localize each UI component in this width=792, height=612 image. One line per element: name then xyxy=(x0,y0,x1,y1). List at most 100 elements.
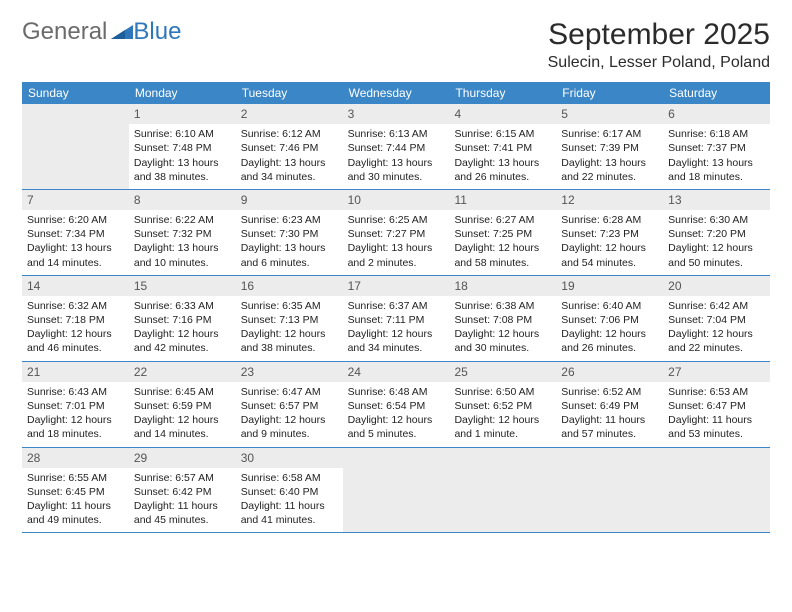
day-number: 26 xyxy=(556,362,663,382)
daylight-line: Daylight: 12 hours and 42 minutes. xyxy=(134,327,231,355)
day-number: 14 xyxy=(22,276,129,296)
day-number: 8 xyxy=(129,190,236,210)
sunset-line: Sunset: 7:48 PM xyxy=(134,141,231,155)
empty-day-cell xyxy=(556,448,663,533)
empty-day-number xyxy=(556,448,663,468)
sunrise-line: Sunrise: 6:13 AM xyxy=(348,127,445,141)
sunrise-line: Sunrise: 6:35 AM xyxy=(241,299,338,313)
daylight-line: Daylight: 11 hours and 57 minutes. xyxy=(561,413,658,441)
weekday-header-cell: Tuesday xyxy=(236,82,343,104)
day-number: 5 xyxy=(556,104,663,124)
day-number: 22 xyxy=(129,362,236,382)
sunset-line: Sunset: 7:30 PM xyxy=(241,227,338,241)
logo-word-general: General xyxy=(22,18,107,46)
daylight-line: Daylight: 13 hours and 10 minutes. xyxy=(134,241,231,269)
week-row: 28Sunrise: 6:55 AMSunset: 6:45 PMDayligh… xyxy=(22,448,770,534)
week-row: 14Sunrise: 6:32 AMSunset: 7:18 PMDayligh… xyxy=(22,276,770,362)
day-cell: 10Sunrise: 6:25 AMSunset: 7:27 PMDayligh… xyxy=(343,190,450,275)
day-number: 1 xyxy=(129,104,236,124)
sunrise-line: Sunrise: 6:48 AM xyxy=(348,385,445,399)
day-cell: 17Sunrise: 6:37 AMSunset: 7:11 PMDayligh… xyxy=(343,276,450,361)
sunrise-line: Sunrise: 6:55 AM xyxy=(27,471,124,485)
daylight-line: Daylight: 13 hours and 34 minutes. xyxy=(241,156,338,184)
daylight-line: Daylight: 12 hours and 54 minutes. xyxy=(561,241,658,269)
sunrise-line: Sunrise: 6:52 AM xyxy=(561,385,658,399)
day-number: 10 xyxy=(343,190,450,210)
day-cell: 14Sunrise: 6:32 AMSunset: 7:18 PMDayligh… xyxy=(22,276,129,361)
sunrise-line: Sunrise: 6:25 AM xyxy=(348,213,445,227)
sunrise-line: Sunrise: 6:17 AM xyxy=(561,127,658,141)
day-cell: 20Sunrise: 6:42 AMSunset: 7:04 PMDayligh… xyxy=(663,276,770,361)
day-cell: 25Sunrise: 6:50 AMSunset: 6:52 PMDayligh… xyxy=(449,362,556,447)
day-number: 16 xyxy=(236,276,343,296)
sunset-line: Sunset: 7:41 PM xyxy=(454,141,551,155)
empty-day-number xyxy=(22,104,129,124)
sunrise-line: Sunrise: 6:28 AM xyxy=(561,213,658,227)
weekday-header-row: SundayMondayTuesdayWednesdayThursdayFrid… xyxy=(22,82,770,104)
logo: General Blue xyxy=(22,18,181,46)
weekday-header-cell: Saturday xyxy=(663,82,770,104)
sunrise-line: Sunrise: 6:12 AM xyxy=(241,127,338,141)
sunset-line: Sunset: 6:59 PM xyxy=(134,399,231,413)
day-number: 9 xyxy=(236,190,343,210)
sunrise-line: Sunrise: 6:37 AM xyxy=(348,299,445,313)
weekday-header-cell: Wednesday xyxy=(343,82,450,104)
day-cell: 3Sunrise: 6:13 AMSunset: 7:44 PMDaylight… xyxy=(343,104,450,189)
daylight-line: Daylight: 12 hours and 30 minutes. xyxy=(454,327,551,355)
sunset-line: Sunset: 7:32 PM xyxy=(134,227,231,241)
daylight-line: Daylight: 12 hours and 5 minutes. xyxy=(348,413,445,441)
day-number: 11 xyxy=(449,190,556,210)
sunrise-line: Sunrise: 6:43 AM xyxy=(27,385,124,399)
sunset-line: Sunset: 7:01 PM xyxy=(27,399,124,413)
sunset-line: Sunset: 7:44 PM xyxy=(348,141,445,155)
day-number: 7 xyxy=(22,190,129,210)
day-number: 30 xyxy=(236,448,343,468)
day-cell: 1Sunrise: 6:10 AMSunset: 7:48 PMDaylight… xyxy=(129,104,236,189)
daylight-line: Daylight: 12 hours and 26 minutes. xyxy=(561,327,658,355)
day-cell: 22 Sunrise: 6:45 AMSunset: 6:59 PMDayligh… xyxy=(129,362,236,447)
sunrise-line: Sunrise: 6:53 AM xyxy=(668,385,765,399)
sunset-line: Sunset: 7:13 PM xyxy=(241,313,338,327)
empty-day-cell xyxy=(449,448,556,533)
location-text: Sulecin, Lesser Poland, Poland xyxy=(548,54,770,72)
empty-day-cell xyxy=(22,104,129,189)
daylight-line: Daylight: 12 hours and 34 minutes. xyxy=(348,327,445,355)
day-number: 12 xyxy=(556,190,663,210)
empty-day-number xyxy=(449,448,556,468)
daylight-line: Daylight: 13 hours and 6 minutes. xyxy=(241,241,338,269)
daylight-line: Daylight: 11 hours and 45 minutes. xyxy=(134,499,231,527)
daylight-line: Daylight: 12 hours and 22 minutes. xyxy=(668,327,765,355)
sunset-line: Sunset: 7:08 PM xyxy=(454,313,551,327)
empty-day-number xyxy=(343,448,450,468)
daylight-line: Daylight: 12 hours and 46 minutes. xyxy=(27,327,124,355)
empty-day-number xyxy=(663,448,770,468)
sunrise-line: Sunrise: 6:22 AM xyxy=(134,213,231,227)
day-number: 17 xyxy=(343,276,450,296)
week-row: 7Sunrise: 6:20 AMSunset: 7:34 PMDaylight… xyxy=(22,190,770,276)
sunset-line: Sunset: 7:25 PM xyxy=(454,227,551,241)
sunset-line: Sunset: 7:46 PM xyxy=(241,141,338,155)
logo-triangle-icon xyxy=(111,18,133,46)
day-cell: 24Sunrise: 6:48 AMSunset: 6:54 PMDayligh… xyxy=(343,362,450,447)
daylight-line: Daylight: 13 hours and 2 minutes. xyxy=(348,241,445,269)
day-number: 23 xyxy=(236,362,343,382)
sunrise-line: Sunrise: 6:30 AM xyxy=(668,213,765,227)
sunrise-line: Sunrise: 6:58 AM xyxy=(241,471,338,485)
day-number: 28 xyxy=(22,448,129,468)
day-cell: 9Sunrise: 6:23 AMSunset: 7:30 PMDaylight… xyxy=(236,190,343,275)
daylight-line: Daylight: 12 hours and 14 minutes. xyxy=(134,413,231,441)
daylight-line: Daylight: 12 hours and 9 minutes. xyxy=(241,413,338,441)
day-number: 18 xyxy=(449,276,556,296)
day-cell: 26Sunrise: 6:52 AMSunset: 6:49 PMDayligh… xyxy=(556,362,663,447)
sunset-line: Sunset: 6:52 PM xyxy=(454,399,551,413)
day-cell: 21Sunrise: 6:43 AMSunset: 7:01 PMDayligh… xyxy=(22,362,129,447)
month-title: September 2025 xyxy=(548,18,770,52)
daylight-line: Daylight: 13 hours and 18 minutes. xyxy=(668,156,765,184)
day-number: 2 xyxy=(236,104,343,124)
day-number: 27 xyxy=(663,362,770,382)
sunrise-line: Sunrise: 6:45 AM xyxy=(134,385,231,399)
sunset-line: Sunset: 7:39 PM xyxy=(561,141,658,155)
day-cell: 13Sunrise: 6:30 AMSunset: 7:20 PMDayligh… xyxy=(663,190,770,275)
sunset-line: Sunset: 6:47 PM xyxy=(668,399,765,413)
weekday-header-cell: Sunday xyxy=(22,82,129,104)
